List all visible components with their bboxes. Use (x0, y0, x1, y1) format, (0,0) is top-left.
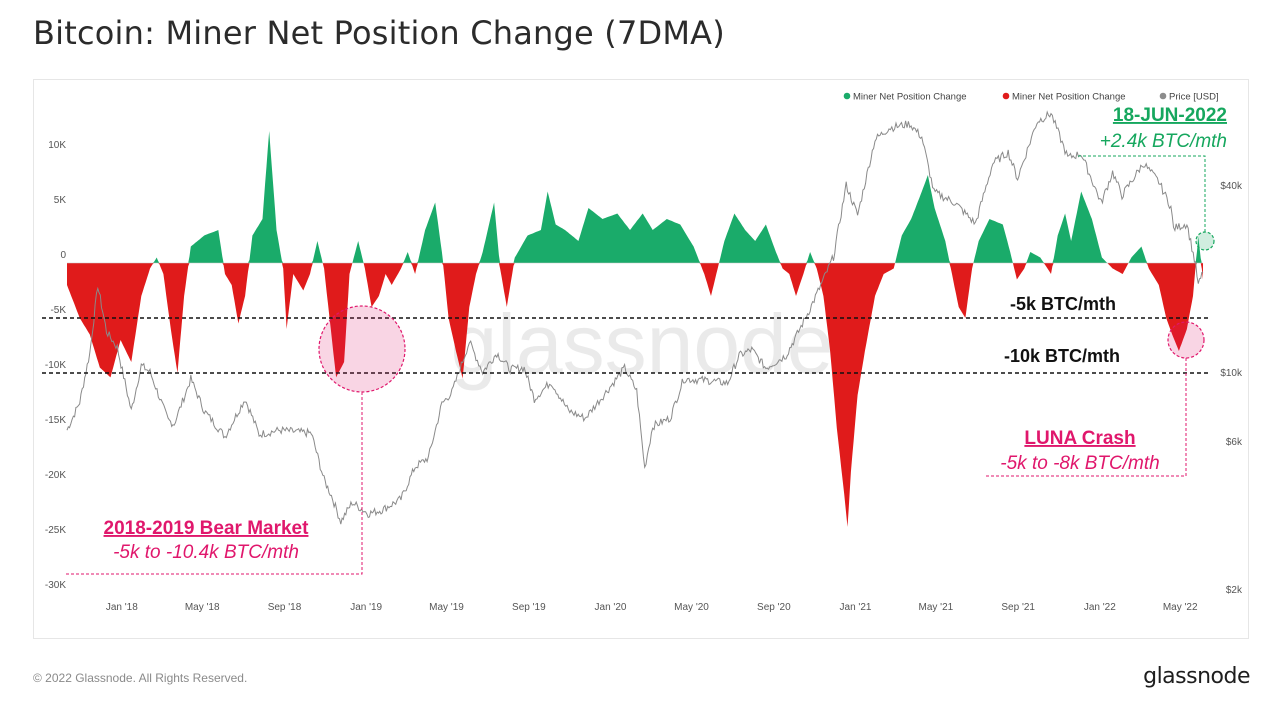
legend-label: Price [USD] (1169, 92, 1219, 103)
annotation-luna-subtitle: -5k to -8k BTC/mth (1000, 453, 1159, 474)
legend-marker (843, 92, 851, 100)
price-path (66, 110, 1204, 525)
y-right-tick-label: $2k (1226, 585, 1243, 596)
y-tick-label: -5K (50, 305, 66, 316)
x-tick-label: Sep '19 (512, 602, 546, 613)
x-tick-label: Jan '20 (595, 602, 627, 613)
x-tick-label: May '20 (674, 602, 709, 613)
x-tick-label: Jan '18 (106, 602, 138, 613)
reference-line-label: -5k BTC/mth (1010, 294, 1116, 314)
x-tick-label: Jan '19 (350, 602, 382, 613)
leader-line-bear-market (64, 392, 363, 575)
glassnode-logo: glassnode (1143, 664, 1250, 689)
x-tick-label: Jan '21 (840, 602, 872, 613)
x-tick-label: Sep '20 (757, 602, 791, 613)
chart-frame (33, 79, 1249, 639)
page-title: Bitcoin: Miner Net Position Change (7DMA… (33, 14, 725, 52)
y-tick-label: 5K (54, 195, 67, 206)
legend: Miner Net Position Change Miner Net Posit… (843, 92, 1219, 103)
copyright-text: © 2022 Glassnode. All Rights Reserved. (33, 671, 248, 685)
price-line (66, 110, 1204, 525)
y-right-tick-label: $6k (1226, 437, 1243, 448)
leader-line-june (1078, 155, 1206, 232)
y-right-tick-label: $10k (1220, 368, 1243, 379)
watermark: glassnode (451, 297, 834, 391)
x-tick-label: Sep '21 (1001, 602, 1035, 613)
y-tick-label: -20K (45, 470, 66, 481)
legend-label: Miner Net Position Change (853, 92, 967, 103)
x-tick-label: May '19 (429, 602, 464, 613)
negative-area (67, 263, 1203, 527)
legend-marker (1159, 92, 1167, 100)
y-tick-label: -25K (45, 525, 66, 536)
annotation-june-subtitle: +2.4k BTC/mth (1100, 131, 1227, 152)
leader-line-luna (985, 358, 1187, 477)
highlight-circle-june (1195, 231, 1215, 251)
x-tick-label: May '21 (918, 602, 953, 613)
axes: 10K 5K 0 -5K -10K -15K -20K -25K -30K $40k $10k $6k… (45, 140, 1243, 613)
y-tick-label: -30K (45, 580, 66, 591)
y-tick-label: 0 (60, 250, 66, 261)
x-tick-label: May '18 (185, 602, 220, 613)
highlight-circle-luna (1167, 321, 1205, 359)
annotation-bear-market-subtitle: -5k to -10.4k BTC/mth (113, 542, 299, 563)
x-tick-label: Jan '22 (1084, 602, 1116, 613)
y-tick-label: -15K (45, 415, 66, 426)
reference-lines: -5k BTC/mth -10k BTC/mth (42, 294, 1208, 374)
y-tick-label: 10K (48, 140, 66, 151)
annotations: 2018-2019 Bear Market -5k to -10.4k BTC/m… (64, 105, 1227, 575)
annotation-june-title: 18-JUN-2022 (1113, 105, 1227, 126)
positive-area (67, 131, 1203, 263)
x-tick-label: Sep '18 (268, 602, 302, 613)
highlight-circle-bear-market (318, 305, 406, 393)
legend-marker (1002, 92, 1010, 100)
miner-net-position-area (67, 131, 1203, 527)
annotation-luna-title: LUNA Crash (1024, 428, 1135, 449)
x-tick-label: May '22 (1163, 602, 1198, 613)
y-right-tick-label: $40k (1220, 181, 1243, 192)
legend-label: Miner Net Position Change (1012, 92, 1126, 103)
annotation-bear-market-title: 2018-2019 Bear Market (104, 518, 310, 539)
reference-line-label: -10k BTC/mth (1004, 346, 1120, 366)
y-tick-label: -10K (45, 360, 66, 371)
